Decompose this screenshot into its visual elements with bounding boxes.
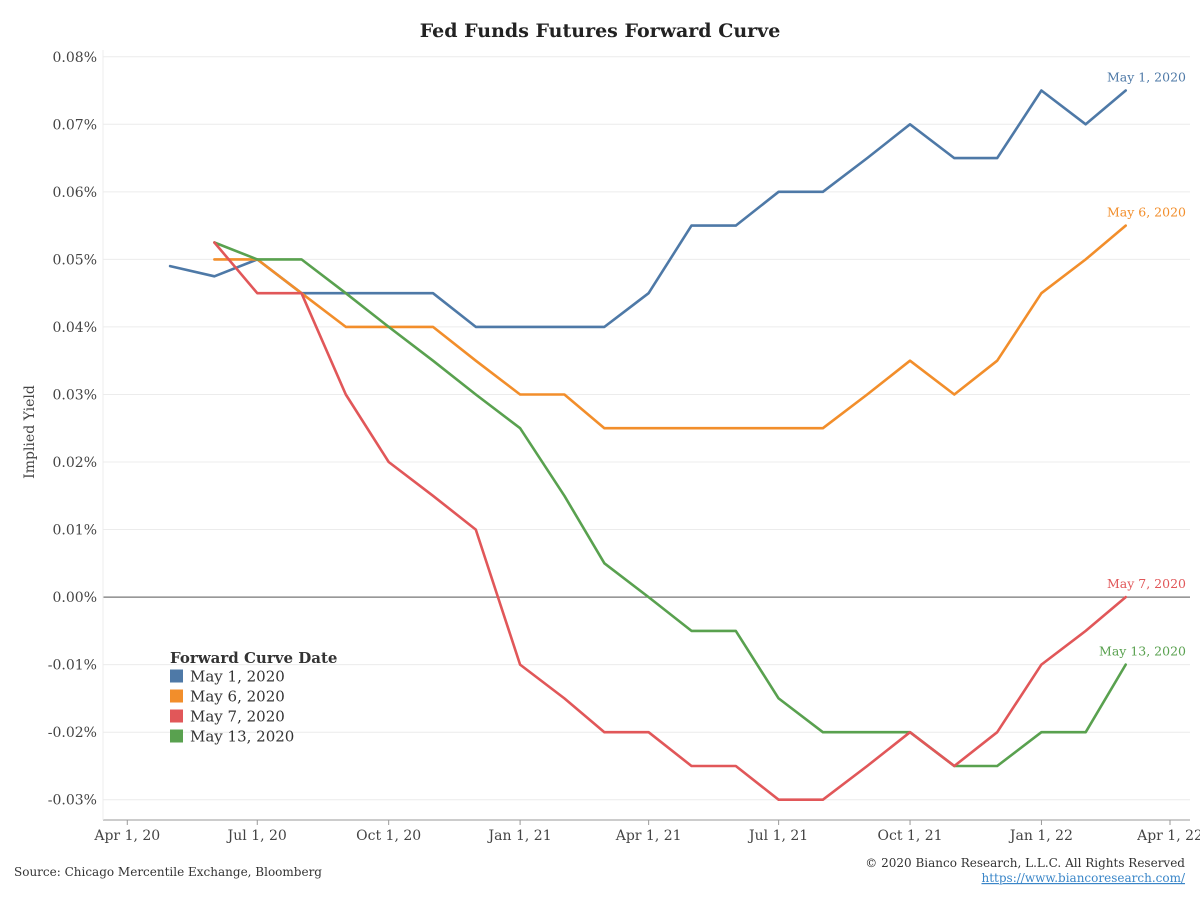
y-axis-label: Implied Yield: [22, 385, 38, 479]
series-line-may-13-2020: [213, 241, 1127, 768]
y-axis-ticks: 0.08% 0.07% 0.06% 0.05% 0.04% 0.03% 0.02% 0.01%…: [48, 50, 97, 809]
legend-swatch: [170, 709, 183, 723]
series-layer: [168, 89, 1127, 802]
legend-label: May 6, 2020: [190, 688, 285, 706]
y-tick-label: -0.03%: [48, 793, 97, 809]
y-tick-label: 0.05%: [53, 252, 97, 268]
x-tick-label: Oct 1, 20: [356, 828, 421, 844]
x-tick-label: Jul 1, 21: [747, 828, 808, 844]
y-tick-label: 0.01%: [53, 523, 97, 539]
legend: Forward Curve Date May 1, 2020 May 6, 202…: [170, 649, 337, 746]
series-line-may-1-2020: [168, 89, 1127, 329]
series-end-label: May 13, 2020: [1099, 644, 1186, 659]
x-tick-label: Apr 1, 22: [1136, 828, 1200, 844]
series-end-label: May 6, 2020: [1107, 205, 1186, 220]
legend-title: Forward Curve Date: [170, 649, 337, 667]
series-end-label: May 7, 2020: [1107, 576, 1186, 591]
y-tick-label: 0.04%: [53, 320, 97, 336]
legend-items: May 1, 2020 May 6, 2020 May 7, 2020 May 13,…: [170, 668, 294, 746]
y-tick-label: 0.07%: [53, 117, 97, 133]
series-end-labels: May 1, 2020 May 6, 2020 May 7, 2020 May 13,…: [1099, 70, 1186, 659]
y-tick-label: 0.00%: [53, 590, 97, 606]
legend-swatch: [170, 689, 183, 703]
legend-swatch: [170, 669, 183, 683]
series-end-label: May 1, 2020: [1107, 70, 1186, 85]
x-tick-label: Jan 1, 22: [1008, 828, 1073, 844]
y-tick-label: -0.02%: [48, 725, 97, 741]
source-note: Source: Chicago Mercentile Exchange, Blo…: [14, 865, 322, 879]
y-tick-label: 0.02%: [53, 455, 97, 471]
x-tick-label: Apr 1, 21: [615, 828, 682, 844]
legend-swatch: [170, 729, 183, 743]
x-tick-label: Jul 1, 20: [226, 828, 287, 844]
chart-title: Fed Funds Futures Forward Curve: [420, 20, 781, 42]
x-tick-label: Oct 1, 21: [878, 828, 943, 844]
y-tick-label: -0.01%: [48, 658, 97, 674]
legend-label: May 13, 2020: [190, 728, 294, 746]
x-axis-ticks: Apr 1, 20 Jul 1, 20 Oct 1, 20 Jan 1, 21 Apr …: [93, 820, 1200, 844]
legend-label: May 1, 2020: [190, 668, 285, 686]
x-tick-label: Apr 1, 20: [93, 828, 160, 844]
copyright-note: © 2020 Bianco Research, L.L.C. All Right…: [865, 856, 1185, 870]
series-line-may-6-2020: [213, 224, 1127, 430]
legend-label: May 7, 2020: [190, 708, 285, 726]
website-link[interactable]: https://www.biancoresearch.com/: [981, 871, 1185, 885]
gridlines: [102, 50, 1190, 821]
series-line-may-7-2020: [213, 241, 1127, 802]
x-tick-label: Jan 1, 21: [487, 828, 552, 844]
y-tick-label: 0.03%: [53, 387, 97, 403]
y-tick-label: 0.08%: [53, 50, 97, 66]
y-tick-label: 0.06%: [53, 185, 97, 201]
